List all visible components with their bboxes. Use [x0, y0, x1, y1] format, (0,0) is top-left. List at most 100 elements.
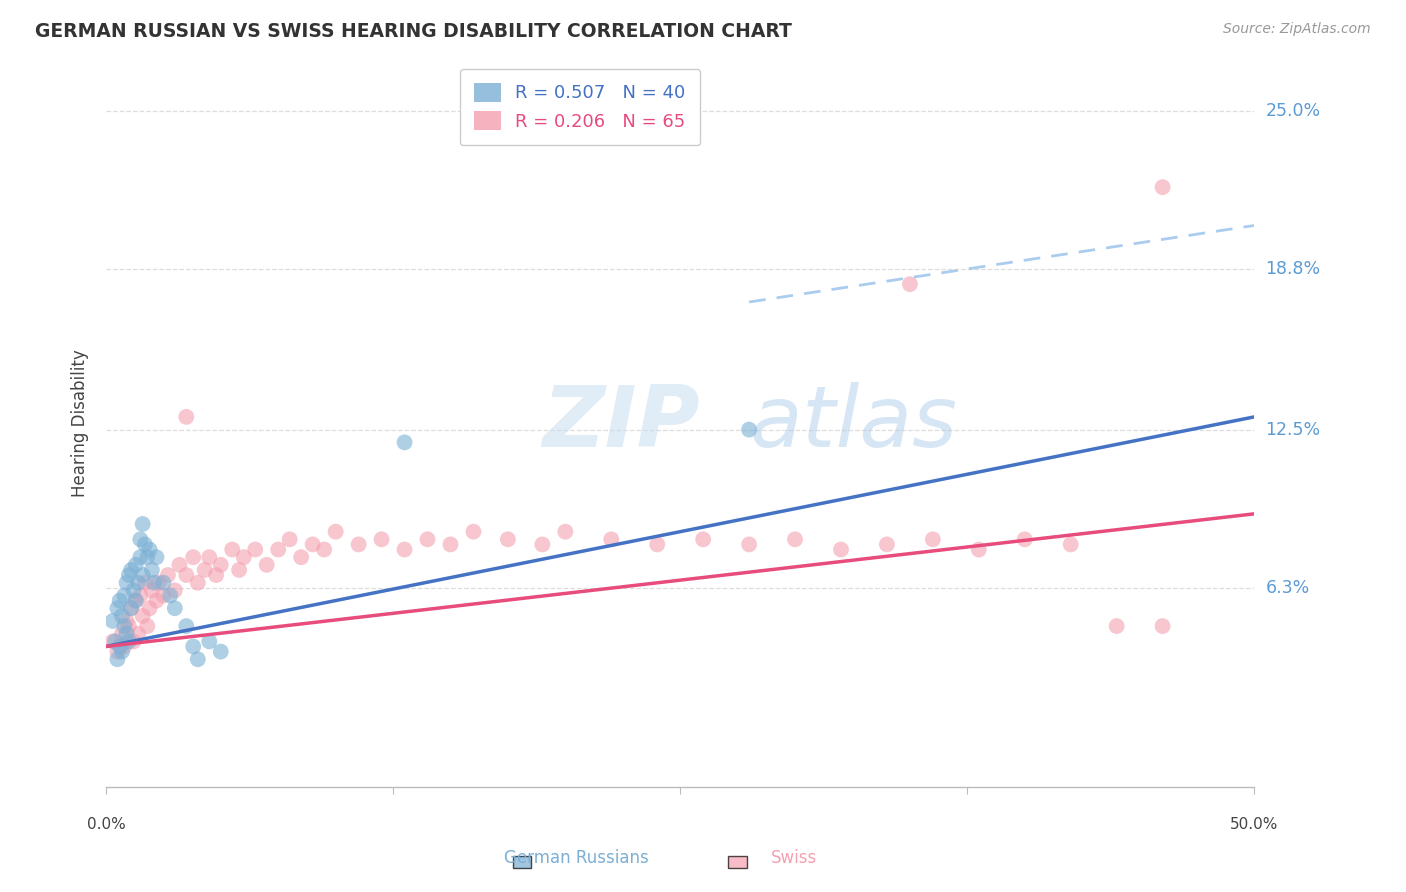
Point — [181, 640, 204, 654]
Point — [111, 608, 134, 623]
Point — [125, 558, 148, 572]
Point — [101, 614, 124, 628]
Point — [145, 550, 167, 565]
Point — [554, 524, 576, 539]
Point — [108, 640, 131, 654]
Point — [496, 533, 519, 547]
Point — [129, 533, 152, 547]
Point — [531, 537, 554, 551]
Point — [278, 533, 301, 547]
Point — [138, 601, 160, 615]
Point — [205, 568, 228, 582]
Point — [112, 640, 135, 654]
Point — [118, 619, 141, 633]
Point — [256, 558, 278, 572]
Point — [176, 409, 198, 424]
Point — [129, 550, 152, 565]
Point — [783, 533, 806, 547]
Point — [120, 601, 142, 615]
Point — [112, 589, 135, 603]
Point — [156, 568, 179, 582]
Point — [127, 626, 149, 640]
Point — [898, 277, 921, 292]
Point — [738, 537, 761, 551]
Point — [181, 550, 204, 565]
Text: GERMAN RUSSIAN VS SWISS HEARING DISABILITY CORRELATION CHART: GERMAN RUSSIAN VS SWISS HEARING DISABILI… — [35, 22, 792, 41]
Point — [1152, 180, 1174, 194]
Text: Swiss: Swiss — [772, 849, 817, 867]
Point — [141, 563, 163, 577]
Text: Source: ZipAtlas.com: Source: ZipAtlas.com — [1223, 22, 1371, 37]
Point — [1105, 619, 1128, 633]
Point — [600, 533, 623, 547]
Point — [108, 593, 131, 607]
Point — [325, 524, 347, 539]
Point — [416, 533, 439, 547]
Point — [209, 644, 232, 658]
Point — [118, 568, 141, 582]
Point — [122, 634, 145, 648]
Point — [198, 550, 221, 565]
Point — [245, 542, 267, 557]
Point — [967, 542, 990, 557]
Point — [314, 542, 336, 557]
Point — [145, 593, 167, 607]
Point — [105, 652, 128, 666]
Point — [111, 644, 134, 658]
Point — [187, 575, 209, 590]
Point — [221, 542, 243, 557]
Point — [143, 575, 166, 590]
Point — [115, 614, 138, 628]
Point — [131, 608, 153, 623]
Y-axis label: Hearing Disability: Hearing Disability — [72, 350, 89, 497]
Text: atlas: atlas — [749, 382, 957, 465]
Point — [439, 537, 461, 551]
Point — [1152, 619, 1174, 633]
Point — [134, 575, 156, 590]
Point — [129, 589, 152, 603]
Point — [209, 558, 232, 572]
Point — [125, 593, 148, 607]
Point — [645, 537, 668, 551]
Point — [290, 550, 312, 565]
Text: 18.8%: 18.8% — [1265, 260, 1320, 277]
Point — [131, 516, 153, 531]
Point — [830, 542, 852, 557]
Point — [370, 533, 392, 547]
Point — [105, 601, 128, 615]
Point — [876, 537, 898, 551]
Point — [194, 563, 217, 577]
Text: 0.0%: 0.0% — [87, 817, 125, 832]
Point — [176, 619, 198, 633]
Point — [198, 634, 221, 648]
Point — [152, 575, 174, 590]
Point — [105, 644, 128, 658]
Point — [104, 634, 127, 648]
Text: 6.3%: 6.3% — [1265, 579, 1310, 597]
Point — [232, 550, 254, 565]
Point — [131, 568, 153, 582]
Point — [120, 601, 142, 615]
Point — [738, 423, 761, 437]
Point — [301, 537, 323, 551]
Point — [115, 575, 138, 590]
Point — [169, 558, 191, 572]
Point — [1060, 537, 1083, 551]
Legend: R = 0.507   N = 40, R = 0.206   N = 65: R = 0.507 N = 40, R = 0.206 N = 65 — [460, 69, 700, 145]
Point — [152, 589, 174, 603]
Text: German Russians: German Russians — [505, 849, 648, 867]
Point — [267, 542, 290, 557]
Point — [163, 583, 186, 598]
Point — [692, 533, 714, 547]
Point — [136, 619, 159, 633]
Text: ZIP: ZIP — [543, 382, 700, 465]
Point — [122, 583, 145, 598]
Point — [125, 593, 148, 607]
Point — [141, 583, 163, 598]
Point — [148, 575, 170, 590]
Point — [228, 563, 250, 577]
Point — [101, 634, 124, 648]
Point — [118, 634, 141, 648]
Point — [111, 626, 134, 640]
Point — [159, 589, 181, 603]
